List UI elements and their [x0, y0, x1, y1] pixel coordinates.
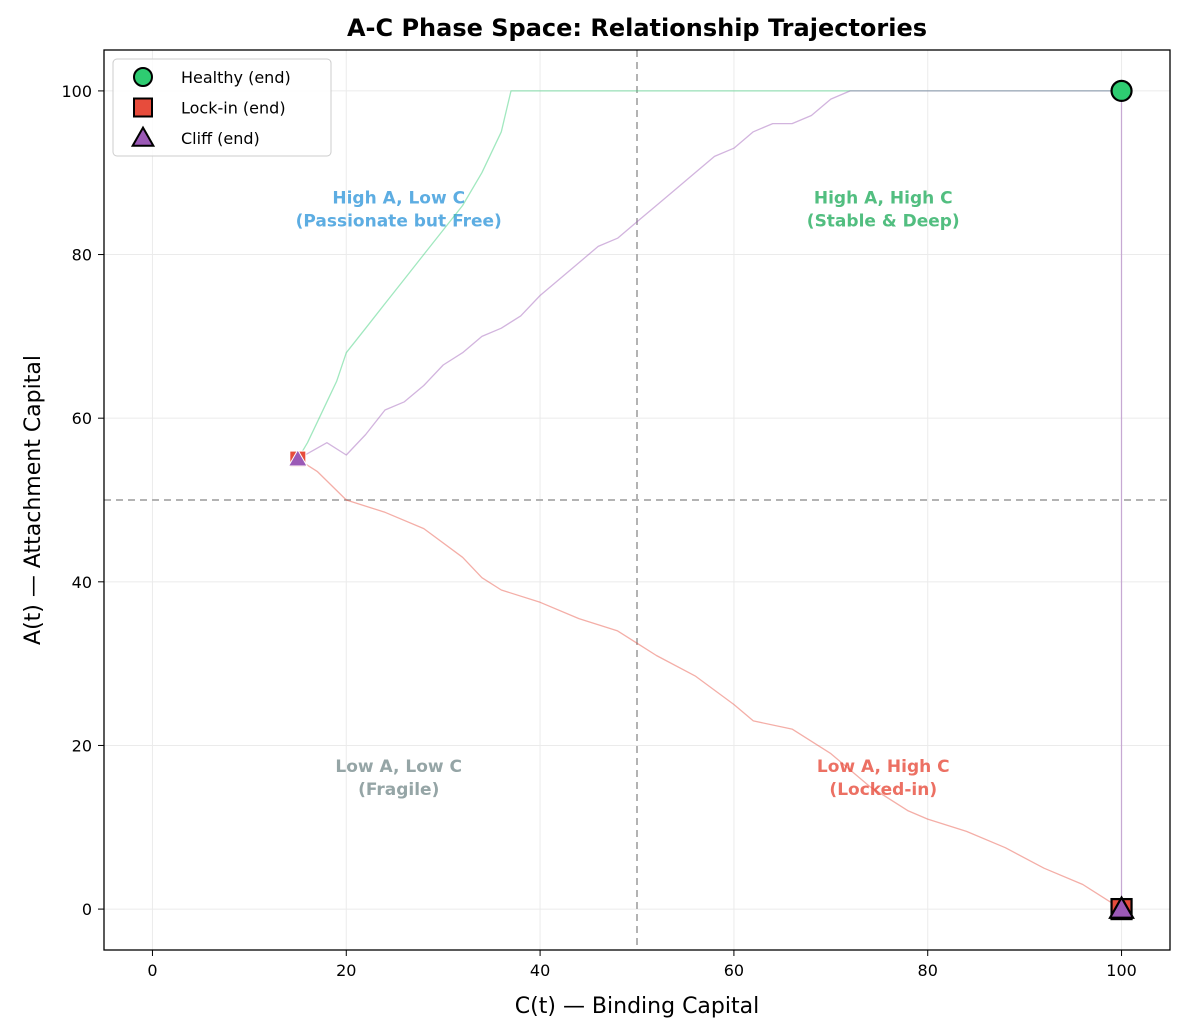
legend-marker-healthy: [133, 67, 153, 87]
series-line-cliff: [297, 90, 1123, 910]
legend-label-lock-in: Lock-in (end): [181, 99, 286, 118]
x-tick-label: 60: [724, 961, 744, 980]
quadrant-label-subtitle: (Stable & Deep): [807, 211, 960, 231]
y-tick-label: 60: [72, 409, 92, 428]
end-marker-cliff: [1108, 895, 1135, 919]
legend-label-healthy: Healthy (end): [181, 68, 291, 87]
y-tick-label: 100: [61, 82, 92, 101]
chart-title: A-C Phase Space: Relationship Trajectori…: [347, 14, 927, 42]
end-markers: [287, 79, 1135, 921]
legend-marker-cliff: [130, 125, 156, 147]
y-tick-label: 40: [72, 573, 92, 592]
legend-label-cliff: Cliff (end): [181, 129, 260, 148]
x-tick-label: 100: [1106, 961, 1137, 980]
legend-box: [112, 58, 332, 157]
x-tick-label: 80: [918, 961, 938, 980]
legend-marker-lock-in: [133, 97, 153, 118]
quadrant-label-title: Low A, High C: [817, 757, 950, 777]
y-axis-label: A(t) — Attachment Capital: [21, 355, 46, 645]
end-marker-healthy: [1110, 79, 1133, 103]
x-axis-label: C(t) — Binding Capital: [515, 994, 759, 1019]
quadrant-label-title: High A, High C: [814, 188, 953, 208]
quadrant-label-title: High A, Low C: [332, 188, 465, 208]
x-tick-label: 40: [530, 961, 550, 980]
x-tick-label: 0: [147, 961, 157, 980]
legend: Healthy (end) Lock-in (end) Cliff (end): [112, 58, 332, 157]
x-tick-label: 20: [336, 961, 356, 980]
quadrant-label-subtitle: (Fragile): [358, 780, 439, 800]
y-tick-label: 0: [82, 900, 92, 919]
series-layer: [297, 90, 1123, 910]
y-tick-label: 20: [72, 736, 92, 755]
quadrant-label-subtitle: (Locked-in): [829, 780, 937, 800]
quadrant-labels: High A, Low C (Passionate but Free) High A…: [296, 188, 960, 800]
tick-layer: 0 20 40 60 80 100 0 20 40 60 80 100: [61, 82, 1136, 980]
series-line-healthy: [297, 90, 1122, 460]
quadrant-label-subtitle: (Passionate but Free): [296, 211, 502, 231]
y-tick-label: 80: [72, 246, 92, 265]
plot-frame: [103, 49, 1171, 951]
quadrant-label-title: Low A, Low C: [335, 757, 462, 777]
reference-lines: [104, 50, 1170, 950]
start-marker-cliff: [287, 448, 308, 467]
series-line-lock-in: [297, 458, 1122, 910]
